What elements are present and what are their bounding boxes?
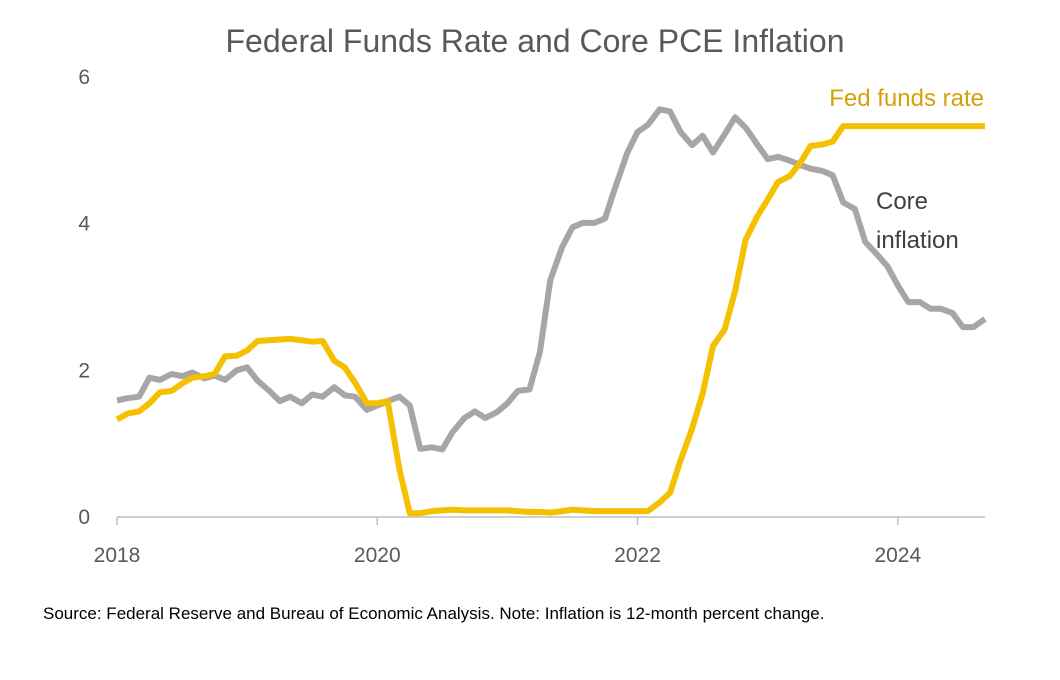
series-fed-funds-rate: [115, 123, 985, 517]
source-note: Source: Federal Reserve and Bureau of Ec…: [43, 604, 825, 623]
x-axis: 2018 2020 2022 2024: [94, 516, 985, 567]
y-tick-label: 4: [78, 213, 90, 236]
x-tick-label: 2018: [94, 544, 141, 567]
chart-title: Federal Funds Rate and Core PCE Inflatio…: [226, 23, 845, 59]
core-inflation-label-line2: inflation: [876, 227, 959, 254]
x-tick-label: 2020: [354, 544, 401, 567]
fed-funds-rate-line: [115, 123, 985, 517]
core-inflation-label-line1: Core: [876, 188, 928, 215]
y-tick-label: 2: [78, 359, 90, 382]
core-inflation-line: [116, 106, 987, 453]
fed-funds-rate-label: Fed funds rate: [829, 85, 984, 112]
y-tick-label: 0: [78, 506, 90, 529]
x-tick-label: 2024: [874, 544, 921, 567]
series-core-inflation: [116, 106, 987, 453]
x-tick-label: 2022: [614, 544, 661, 567]
y-tick-label: 6: [78, 66, 90, 89]
y-axis-ticks: 0 2 4 6: [78, 66, 90, 529]
